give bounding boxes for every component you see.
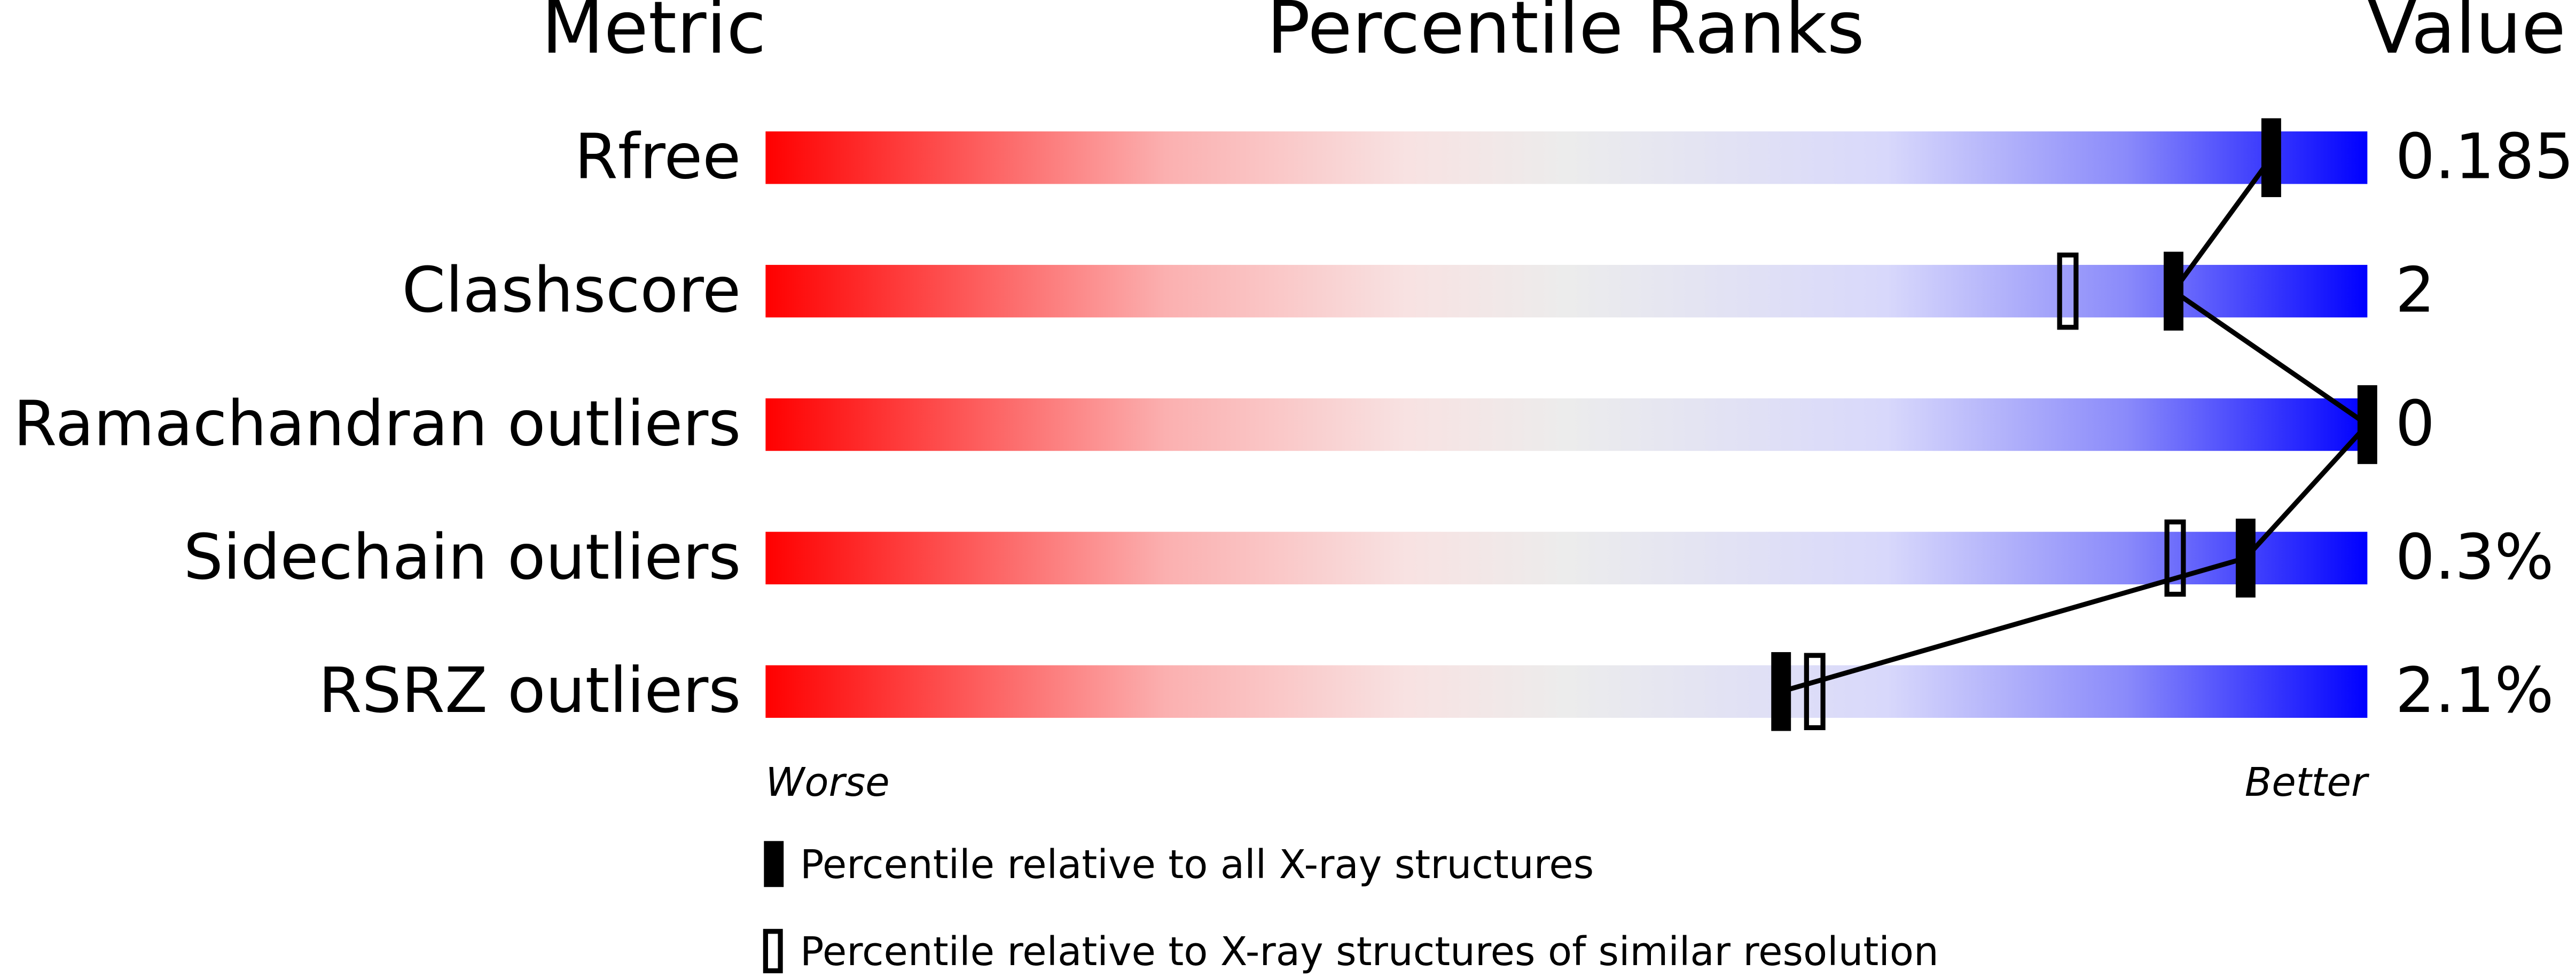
percentile-marker <box>1771 652 1791 731</box>
header-metric: Metric <box>542 0 766 70</box>
metric-label: Sidechain outliers <box>184 521 741 593</box>
metric-value: 2.1% <box>2395 654 2554 727</box>
legend-label: Percentile relative to all X-ray structu… <box>800 842 1594 888</box>
header-percentile: Percentile Ranks <box>1267 0 1865 70</box>
axis-label-worse: Worse <box>765 759 889 805</box>
percentile-bar <box>765 131 2368 184</box>
metric-label: Rfree <box>575 121 741 193</box>
percentile-marker <box>2261 118 2281 198</box>
metric-value: 0.185 <box>2395 121 2574 193</box>
legend-swatch <box>764 841 784 887</box>
metric-label: Ramachandran outliers <box>13 387 741 460</box>
percentile-bar <box>765 665 2368 718</box>
header-value: Value <box>2367 0 2566 70</box>
metric-label: Clashscore <box>402 254 741 327</box>
legend-label: Percentile relative to X-ray structures … <box>800 929 1939 975</box>
metric-label: RSRZ outliers <box>318 654 741 727</box>
percentile-marker <box>2357 385 2377 464</box>
metric-value: 0.3% <box>2395 521 2554 593</box>
percentile-marker-open <box>2164 519 2186 597</box>
percentile-marker <box>2235 519 2256 598</box>
metric-value: 0 <box>2395 387 2435 460</box>
metric-value: 2 <box>2395 254 2435 327</box>
legend-swatch <box>763 929 783 974</box>
percentile-bar <box>765 531 2368 585</box>
percentile-marker-open <box>2057 252 2079 330</box>
axis-label-better: Better <box>2245 759 2370 805</box>
percentile-bar <box>765 264 2368 318</box>
percentile-marker <box>2164 252 2183 331</box>
percentile-marker-open <box>1804 653 1826 731</box>
percentile-bar <box>765 398 2368 451</box>
